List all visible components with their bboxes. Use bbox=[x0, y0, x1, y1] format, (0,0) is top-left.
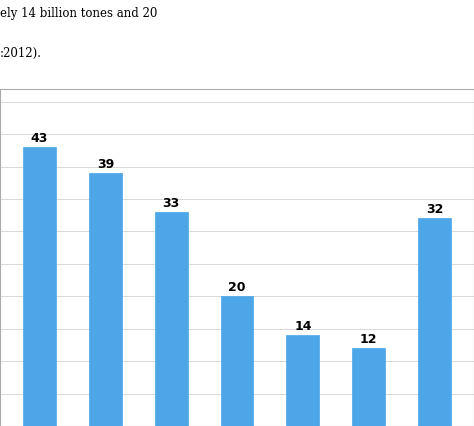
Text: 43: 43 bbox=[31, 132, 48, 144]
Text: ely 14 billion tones and 20: ely 14 billion tones and 20 bbox=[0, 7, 157, 20]
Text: 32: 32 bbox=[426, 203, 443, 216]
Bar bbox=[220, 296, 254, 426]
Text: 20: 20 bbox=[228, 280, 246, 294]
Bar bbox=[418, 219, 451, 426]
Text: :2012).: :2012). bbox=[0, 46, 42, 60]
Bar bbox=[352, 348, 385, 426]
Text: 39: 39 bbox=[97, 157, 114, 170]
Text: 14: 14 bbox=[294, 319, 311, 332]
Bar bbox=[23, 148, 56, 426]
Bar bbox=[286, 335, 319, 426]
Bar bbox=[89, 173, 122, 426]
Bar bbox=[155, 213, 188, 426]
Text: 12: 12 bbox=[360, 332, 377, 345]
Text: 33: 33 bbox=[163, 196, 180, 209]
